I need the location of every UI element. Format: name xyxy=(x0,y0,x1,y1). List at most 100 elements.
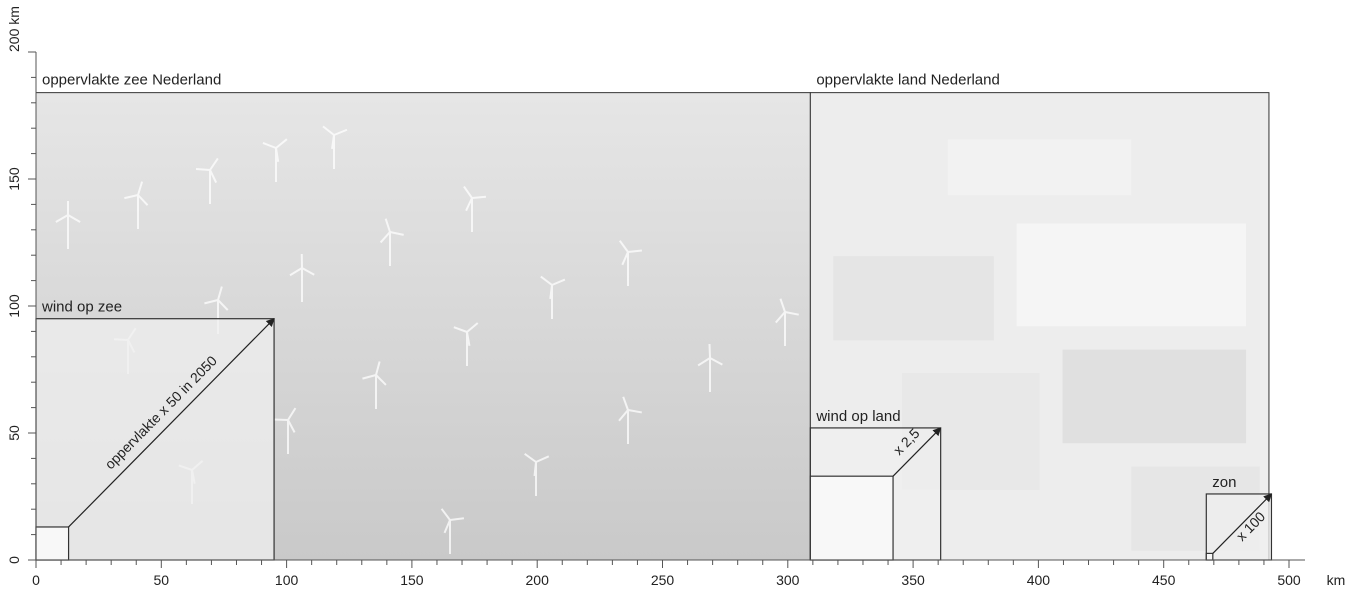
x-tick-label: 250 xyxy=(651,572,675,588)
turbine-blade xyxy=(287,419,296,433)
wind-turbine-icon xyxy=(362,361,387,409)
turbine-blade xyxy=(275,138,288,149)
turbine-blade xyxy=(124,194,139,200)
x-tick-label: 450 xyxy=(1152,572,1176,588)
wind-turbine-icon xyxy=(540,275,566,319)
turbine-blade xyxy=(209,169,218,184)
turbine-blade xyxy=(322,125,335,136)
turbine-blade xyxy=(137,181,144,196)
x-axis-unit: km xyxy=(1327,572,1346,588)
wind-turbine-icon xyxy=(440,508,465,554)
square-label-wind_land: wind op land xyxy=(815,408,900,425)
y-tick-label: 200 km xyxy=(6,6,22,52)
region-label-land: oppervlakte land Nederland xyxy=(816,72,999,89)
base-square-sun xyxy=(1205,552,1214,561)
turbine-blade xyxy=(524,452,537,463)
turbine-blade xyxy=(333,128,348,136)
field-patch xyxy=(1062,349,1247,444)
turbine-blade xyxy=(389,231,404,236)
turbine-blade xyxy=(384,218,391,233)
turbine-blade xyxy=(471,195,487,199)
wind-turbine-icon xyxy=(273,407,297,454)
turbine-blade xyxy=(549,284,553,300)
turbine-blade xyxy=(618,240,629,253)
turbine-blade xyxy=(275,147,280,162)
turbine-blade xyxy=(375,361,381,376)
turbine-blade xyxy=(443,519,451,534)
x-tick-label: 200 xyxy=(526,572,550,588)
wind-turbine-icon xyxy=(697,343,723,392)
turbine-blade xyxy=(55,214,69,223)
x-tick-label: 150 xyxy=(400,572,424,588)
x-tick-label: 350 xyxy=(901,572,925,588)
arrow-sun xyxy=(1212,493,1273,554)
turbine-blade xyxy=(301,267,315,276)
region-label-sea: oppervlakte zee Nederland xyxy=(42,72,221,89)
turbine-blade xyxy=(621,251,629,266)
turbine-blade xyxy=(209,157,219,171)
wind-turbine-icon xyxy=(195,157,219,204)
x-tick-label: 500 xyxy=(1277,572,1301,588)
turbine-blade xyxy=(217,286,223,301)
turbine-blade xyxy=(217,299,229,311)
field-patch xyxy=(833,256,994,341)
arrow-wind_land xyxy=(892,427,942,477)
y-tick-label: 150 xyxy=(6,167,22,191)
wind-turbine-icon xyxy=(775,298,799,346)
field-patch xyxy=(1016,223,1247,327)
turbine-blade xyxy=(627,249,643,253)
turbine-blade xyxy=(331,134,335,150)
turbine-blade xyxy=(453,326,468,333)
turbine-blade xyxy=(535,455,550,463)
turbine-blade xyxy=(465,197,473,212)
y-tick-label: 0 xyxy=(6,556,22,564)
base-square-wind_sea xyxy=(35,526,70,561)
turbine-blade xyxy=(540,275,553,286)
x-tick-label: 0 xyxy=(32,572,40,588)
turbine-blade xyxy=(379,231,391,244)
x-tick-label: 50 xyxy=(154,572,170,588)
turbine-blade xyxy=(287,407,297,421)
turbine-blade xyxy=(67,214,81,223)
arrow-wind_sea xyxy=(68,318,275,528)
turbine-blade xyxy=(551,278,566,286)
turbine-blade xyxy=(775,311,786,324)
base-square-wind_land xyxy=(809,475,894,561)
turbine-blade xyxy=(779,298,786,313)
turbine-blade xyxy=(449,517,465,521)
wind-turbine-icon xyxy=(322,125,348,169)
turbine-blade xyxy=(204,299,219,305)
turbine-blade xyxy=(697,357,711,367)
turbine-blade xyxy=(618,409,629,422)
wind-turbine-icon xyxy=(262,138,288,182)
wind-turbine-icon xyxy=(463,185,487,232)
turbine-blade xyxy=(709,357,723,366)
wind-turbine-icon xyxy=(618,240,643,286)
x-tick-label: 100 xyxy=(275,572,299,588)
wind-turbine-icon xyxy=(289,253,315,302)
wind-turbine-icon xyxy=(524,452,550,496)
wind-turbine-icon xyxy=(379,218,404,266)
turbine-blade xyxy=(289,267,303,277)
y-tick-label: 50 xyxy=(6,425,22,441)
turbine-blade xyxy=(784,311,799,316)
y-tick-label: 100 xyxy=(6,294,22,318)
turbine-blade xyxy=(533,461,537,477)
turbine-blade xyxy=(362,374,377,380)
turbine-blade xyxy=(375,374,387,386)
x-tick-label: 300 xyxy=(776,572,800,588)
axes-layer: 0 50 100 150 200 250 300 350 400 450 500 km 0 50 100 15… xyxy=(6,6,1345,588)
turbine-blade xyxy=(137,194,149,206)
turbine-blade xyxy=(440,508,451,521)
turbine-blade xyxy=(195,168,211,171)
wind-turbine-icon xyxy=(453,322,479,366)
turbine-blade xyxy=(262,142,277,149)
x-tick-label: 400 xyxy=(1027,572,1051,588)
wind-turbine-icon xyxy=(124,181,149,229)
turbine-blade xyxy=(622,396,629,411)
wind-turbine-icon xyxy=(618,396,642,444)
square-label-sun: zon xyxy=(1212,474,1236,491)
turbine-blade xyxy=(627,409,642,414)
